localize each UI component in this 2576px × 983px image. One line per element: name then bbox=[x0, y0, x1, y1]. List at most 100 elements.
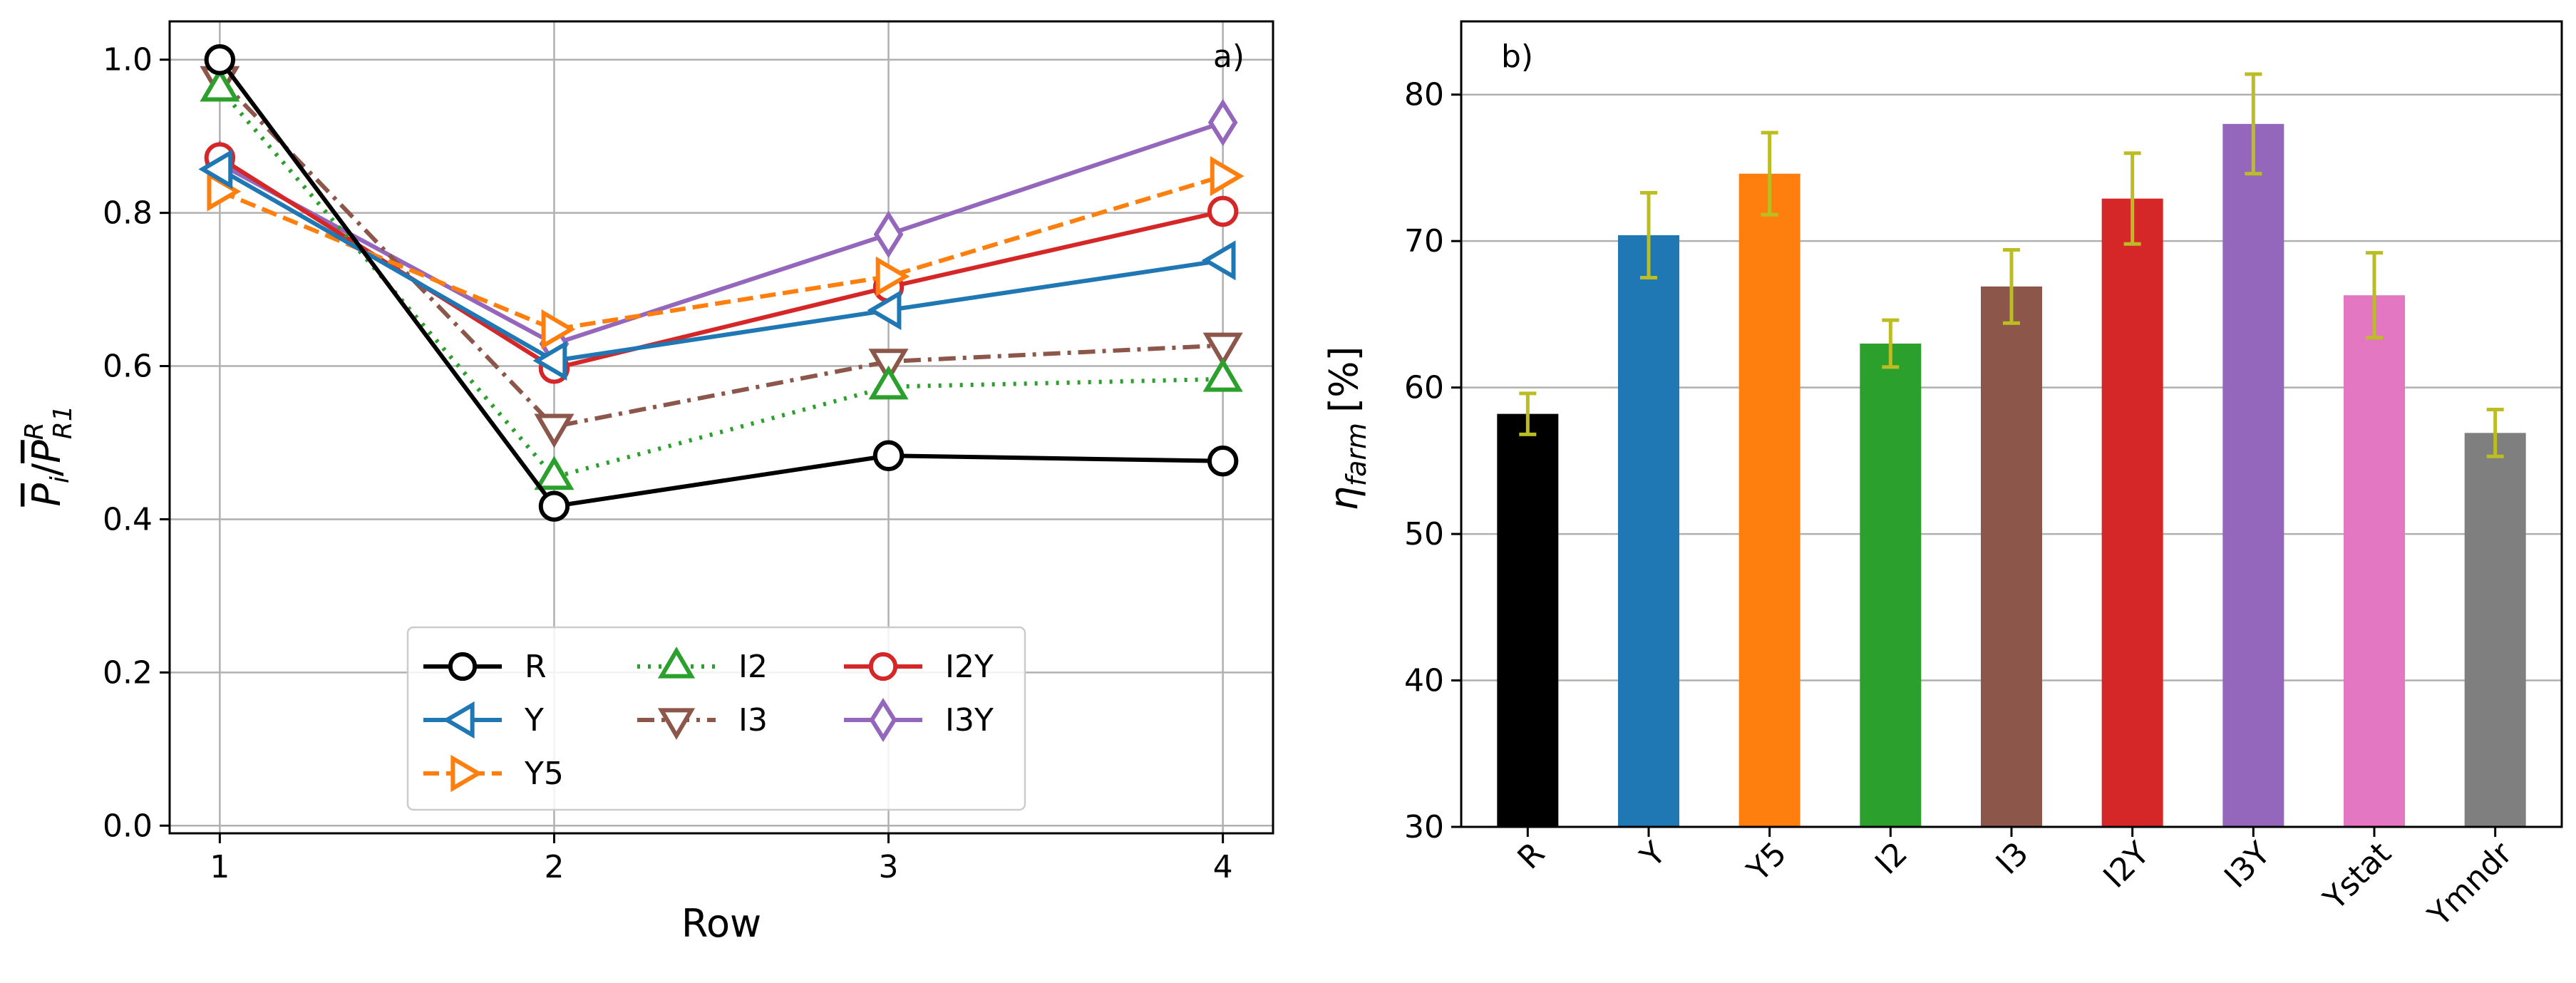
bar-ystat bbox=[2344, 295, 2406, 827]
legend-marker bbox=[450, 754, 483, 793]
data-point-y bbox=[1201, 240, 1236, 281]
series-line-y bbox=[218, 167, 1224, 364]
legend-item-i2: I2 bbox=[637, 647, 768, 685]
bar-i2 bbox=[1860, 344, 1922, 827]
legend-marker bbox=[448, 652, 478, 681]
bar-chart-error-bars bbox=[1519, 72, 2504, 458]
line-chart-ticks: 1 2 3 4 0.0 0.2 0.4 0.6 0.8 1.0 bbox=[103, 42, 1233, 885]
legend-item-r: R bbox=[423, 649, 547, 685]
y-tick-label: 70 bbox=[1404, 223, 1444, 259]
ylabel-unit: [%] bbox=[1322, 346, 1366, 413]
line-chart-x-axis-label: Row bbox=[681, 901, 761, 946]
legend-item-i3: I3 bbox=[637, 702, 768, 740]
bar-chart-y-axis-label: ηfarm [%] bbox=[1322, 346, 1372, 511]
legend-label: Y5 bbox=[524, 756, 564, 792]
y-tick-label: 0.6 bbox=[103, 349, 153, 385]
data-point-i2 bbox=[534, 456, 575, 490]
legend-label: R bbox=[525, 649, 547, 685]
ylabel-eta: η bbox=[1322, 486, 1366, 510]
legend-item-y5: Y5 bbox=[423, 754, 564, 793]
data-point-r bbox=[1207, 446, 1239, 477]
series-y bbox=[198, 149, 1236, 381]
y-tick-label: 60 bbox=[1404, 370, 1444, 406]
data-point-i2 bbox=[868, 365, 909, 400]
series-line-i3y bbox=[218, 120, 1224, 346]
error-bar-r bbox=[1519, 391, 1537, 436]
legend-item-y: Y bbox=[423, 701, 544, 739]
legend-marker bbox=[657, 647, 696, 679]
data-point-i3y bbox=[1207, 98, 1238, 147]
line-chart-y-axis-label: Pi/PRR1 bbox=[20, 405, 78, 506]
error-bar-i3 bbox=[2003, 248, 2020, 325]
bar-ymndr bbox=[2464, 433, 2526, 827]
x-tick-label: I3 bbox=[1989, 835, 2036, 882]
line-chart-panel: 1 2 3 40.00.20.40.60.81.0 a) Row Pi/PRR1 RY… bbox=[20, 20, 1274, 946]
x-tick-label: Ystat bbox=[2316, 835, 2398, 917]
y-tick-label: 0.0 bbox=[103, 808, 153, 844]
x-tick-label: 1 bbox=[210, 849, 230, 885]
series-line-i2 bbox=[218, 87, 1223, 480]
series-line-i3 bbox=[218, 77, 1223, 429]
y-tick-label: 0.8 bbox=[103, 195, 153, 232]
error-bar-i2y bbox=[2123, 151, 2141, 246]
ylabel-slash: / bbox=[24, 463, 69, 476]
data-point-y bbox=[532, 340, 567, 381]
x-tick-label: R bbox=[1510, 835, 1552, 877]
line-chart-axes-frame bbox=[168, 20, 1274, 835]
x-tick-label: 4 bbox=[1213, 849, 1233, 885]
error-bar-y bbox=[1639, 190, 1657, 280]
legend-item-i3y: I3Y bbox=[844, 698, 994, 742]
ylabel-base-i: P bbox=[24, 483, 69, 507]
x-tick-label: 2 bbox=[544, 849, 564, 885]
bar-y5 bbox=[1738, 173, 1800, 827]
x-tick-label: Y5 bbox=[1740, 835, 1794, 890]
legend-label: Y bbox=[524, 702, 544, 738]
legend-marker bbox=[443, 701, 475, 739]
data-point-i2 bbox=[1202, 357, 1243, 392]
x-tick-label: Y bbox=[1633, 835, 1673, 875]
data-point-y bbox=[198, 149, 233, 190]
legend-label: I2 bbox=[738, 649, 768, 685]
series-r bbox=[204, 44, 1239, 522]
legend-label: I3 bbox=[738, 702, 768, 738]
y-tick-label: 50 bbox=[1404, 516, 1444, 552]
data-point-i3 bbox=[1202, 332, 1243, 367]
data-point-y5 bbox=[875, 256, 910, 297]
bar-r bbox=[1497, 413, 1559, 827]
y-tick-label: 40 bbox=[1404, 663, 1444, 699]
x-tick-label: I3Y bbox=[2217, 835, 2277, 895]
series-line-r bbox=[217, 58, 1223, 509]
series-i2y bbox=[204, 142, 1239, 384]
error-bar-y5 bbox=[1761, 130, 1778, 217]
ylabel-base-r: P bbox=[24, 440, 69, 463]
error-bar-ystat bbox=[2366, 251, 2384, 340]
data-point-r bbox=[872, 440, 905, 471]
ylabel-sub-r: R1 bbox=[48, 405, 78, 439]
series-i3y bbox=[205, 98, 1238, 368]
legend-label: I2Y bbox=[945, 649, 994, 685]
x-tick-label: I2Y bbox=[2096, 835, 2156, 895]
data-point-r bbox=[538, 490, 570, 522]
x-tick-label: I2 bbox=[1868, 835, 1915, 882]
data-point-i2y bbox=[1207, 195, 1239, 227]
data-point-i3 bbox=[534, 413, 575, 448]
y-tick-label: 80 bbox=[1404, 77, 1444, 113]
legend-item-i2y: I2Y bbox=[844, 649, 994, 685]
series-i3 bbox=[200, 66, 1243, 448]
y-tick-label: 1.0 bbox=[103, 42, 153, 78]
error-bar-i3y bbox=[2245, 72, 2262, 176]
line-chart-panel-label: a) bbox=[1213, 38, 1245, 75]
bar-i2y bbox=[2101, 198, 2163, 828]
bar-i3y bbox=[2222, 123, 2284, 827]
legend-items: RY Y5 I2 I3 I2Y I3Y bbox=[423, 647, 994, 793]
ylabel-sup-r: R bbox=[20, 422, 49, 440]
data-point-i2 bbox=[200, 67, 240, 102]
bar-chart-panel-label: b) bbox=[1501, 38, 1533, 75]
legend-marker bbox=[869, 698, 897, 742]
data-point-i3 bbox=[868, 349, 909, 384]
x-tick-label: 3 bbox=[879, 849, 899, 885]
legend-marker bbox=[868, 652, 898, 681]
data-point-y5 bbox=[1210, 156, 1245, 197]
ylabel-sub-farm: farm bbox=[1341, 423, 1372, 486]
y-tick-label: 30 bbox=[1404, 809, 1444, 845]
